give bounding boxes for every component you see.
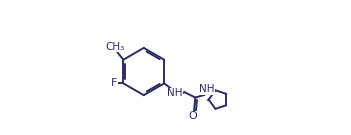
Text: F: F: [111, 78, 118, 88]
Text: CH₃: CH₃: [105, 41, 125, 52]
Text: O: O: [188, 111, 197, 122]
Text: NH: NH: [199, 84, 214, 94]
Text: NH: NH: [167, 88, 183, 99]
